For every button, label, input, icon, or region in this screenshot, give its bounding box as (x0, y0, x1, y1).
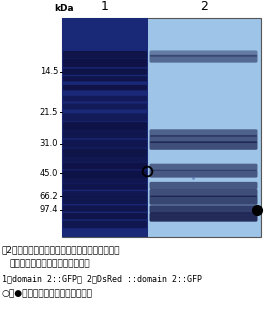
FancyBboxPatch shape (63, 177, 147, 183)
FancyBboxPatch shape (150, 135, 258, 143)
FancyBboxPatch shape (150, 170, 258, 178)
FancyBboxPatch shape (63, 196, 147, 204)
FancyBboxPatch shape (63, 213, 147, 219)
FancyBboxPatch shape (63, 156, 147, 162)
Text: 31.0: 31.0 (40, 139, 58, 149)
FancyBboxPatch shape (63, 131, 147, 138)
Text: 1: 1 (101, 0, 109, 13)
FancyBboxPatch shape (63, 221, 147, 228)
FancyBboxPatch shape (63, 51, 147, 58)
Bar (62, 18, 148, 237)
Bar (62, 18, 261, 237)
FancyBboxPatch shape (63, 163, 147, 170)
Text: トコンドリアへのタンパク質輸送: トコンドリアへのタンパク質輸送 (10, 259, 91, 268)
FancyBboxPatch shape (63, 170, 147, 178)
Text: 21.5: 21.5 (40, 108, 58, 117)
Text: 14.5: 14.5 (40, 67, 58, 76)
FancyBboxPatch shape (150, 141, 258, 150)
FancyBboxPatch shape (63, 96, 147, 101)
FancyBboxPatch shape (150, 164, 258, 171)
FancyBboxPatch shape (150, 51, 258, 57)
Text: kDa: kDa (54, 4, 74, 13)
Text: 45.0: 45.0 (40, 169, 58, 178)
FancyBboxPatch shape (63, 85, 147, 91)
FancyBboxPatch shape (63, 148, 147, 156)
FancyBboxPatch shape (63, 59, 147, 67)
FancyBboxPatch shape (63, 205, 147, 212)
Text: 66.2: 66.2 (39, 192, 58, 201)
FancyBboxPatch shape (150, 189, 258, 197)
Text: 1；domain 2::GFP、 2；DsRed ::domain 2::GFP: 1；domain 2::GFP、 2；DsRed ::domain 2::GFP (2, 275, 202, 283)
FancyBboxPatch shape (150, 213, 258, 222)
FancyBboxPatch shape (150, 55, 258, 63)
FancyBboxPatch shape (150, 195, 258, 205)
FancyBboxPatch shape (63, 140, 147, 148)
Text: ○、●；それぞれの融合タンパク質: ○、●；それぞれの融合タンパク質 (2, 289, 93, 298)
FancyBboxPatch shape (63, 69, 147, 75)
FancyBboxPatch shape (63, 191, 147, 197)
Text: 97.4: 97.4 (40, 205, 58, 214)
FancyBboxPatch shape (63, 104, 147, 110)
FancyBboxPatch shape (150, 129, 258, 137)
FancyBboxPatch shape (63, 113, 147, 121)
FancyBboxPatch shape (63, 183, 147, 190)
FancyBboxPatch shape (150, 182, 258, 189)
FancyBboxPatch shape (150, 205, 258, 213)
Text: 2: 2 (201, 0, 208, 13)
FancyBboxPatch shape (63, 122, 147, 131)
FancyBboxPatch shape (63, 76, 147, 81)
Text: 围2．　脱共役タンパク質第２ドメインによるミ: 围2． 脱共役タンパク質第２ドメインによるミ (2, 245, 121, 254)
